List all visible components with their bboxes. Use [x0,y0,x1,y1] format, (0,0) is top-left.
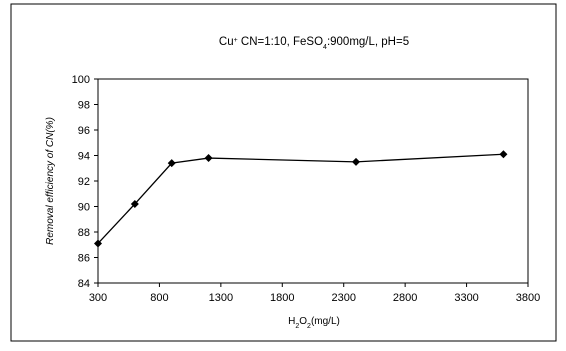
chart-title: Cu+ CN=1:10, FeSO4:900mg/L, pH=5 [219,36,409,51]
y-axis: 84 86 88 90 92 94 96 98 100 [72,74,98,290]
series-markers [94,150,508,248]
data-point-marker [167,159,176,168]
y-tick-label: 86 [78,253,90,265]
y-tick-label: 98 [78,100,90,112]
y-axis-title: Removal efficiency of CN(%) [45,117,56,245]
x-tick-label: 3300 [454,292,478,304]
y-tick-label: 92 [78,176,90,188]
x-tick-label: 3800 [516,292,540,304]
y-tick-label: 90 [78,202,90,214]
y-tick-label: 88 [78,227,90,239]
y-tick-label: 100 [72,74,90,86]
x-axis: 300 800 1300 1800 2300 2800 3300 3800 [89,283,540,304]
y-tick-label: 84 [78,278,90,290]
plot-area [97,78,529,284]
x-tick-label: 1800 [270,292,294,304]
x-tick-label: 800 [150,292,168,304]
y-tick-label: 96 [78,125,90,137]
x-tick-label: 300 [89,292,107,304]
data-point-marker [352,157,360,166]
x-tick-label: 1300 [209,292,233,304]
y-tick-label: 94 [78,151,90,163]
data-point-marker [94,239,102,248]
x-tick-label: 2300 [331,292,355,304]
x-axis-title: H2O2(mg/L) [288,316,340,330]
x-tick-label: 2800 [393,292,417,304]
data-point-marker [130,199,139,208]
data-point-marker [204,154,213,163]
series-line [97,153,504,244]
data-point-marker [499,150,508,159]
chart-frame [10,3,557,342]
